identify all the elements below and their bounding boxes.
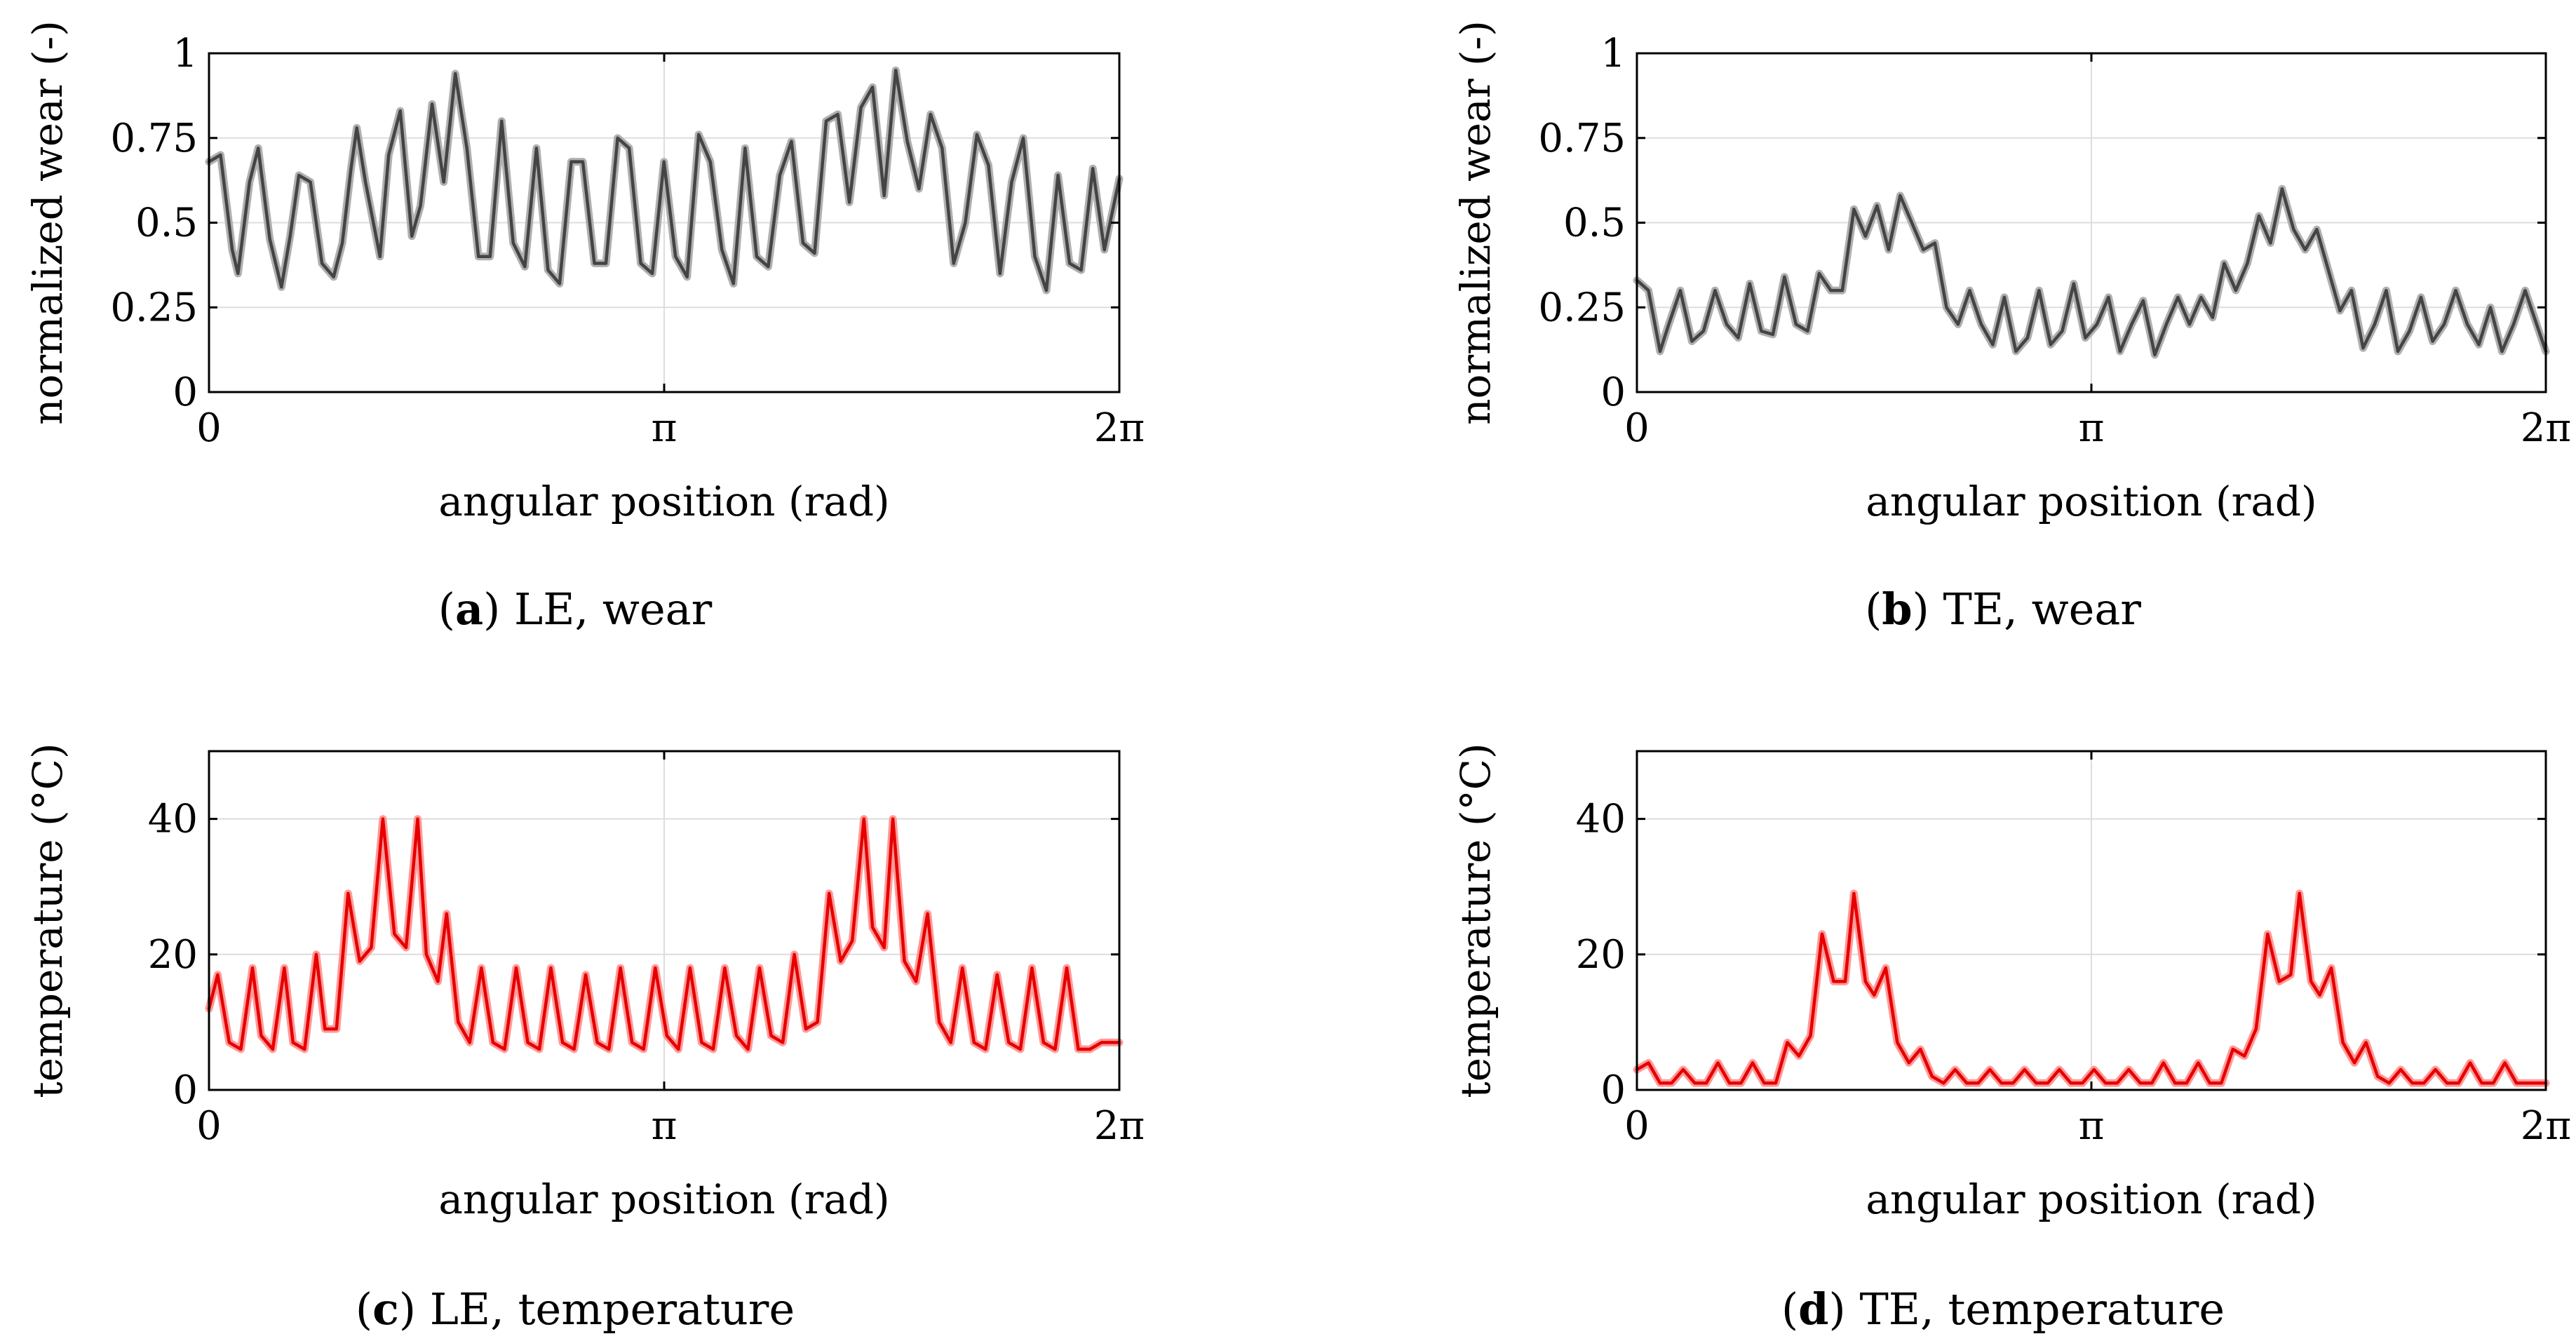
x-tick-label-c-0: 0 xyxy=(196,1103,222,1149)
y-tick-label-d-0: 0 xyxy=(1600,1067,1626,1113)
series-line-d-0 xyxy=(1635,891,2548,1085)
x-axis-label-c: angular position (rad) xyxy=(438,1175,889,1223)
y-tick-label-b-0: 0 xyxy=(1600,370,1626,415)
y-tick-label-c-1: 20 xyxy=(148,932,198,978)
x-tick-label-c-1: π xyxy=(652,1103,677,1149)
caption-a: (a) LE, wear xyxy=(438,584,713,635)
series-line-c-0 xyxy=(207,817,1121,1051)
y-tick-label-d-2: 40 xyxy=(1576,797,1626,842)
series-line-b-0 xyxy=(1635,187,2548,357)
x-tick-label-d-1: π xyxy=(2079,1103,2105,1149)
y-axis-label-a: normalized wear (-) xyxy=(24,20,72,425)
x-tick-label-a-2: 2π xyxy=(1094,405,1145,451)
chart-c: 0 20 40 0 π 2π angular position (rad) temperatu… xyxy=(24,743,1145,1223)
caption-d: (d) TE, temperature xyxy=(1781,1283,2225,1335)
chart-a: 0 0.25 0.5 0.75 1 0 π 2π angular position (rad) n… xyxy=(24,20,1145,525)
x-axis-label-d: angular position (rad) xyxy=(1866,1175,2317,1223)
y-axis-label-d: temperature (°C) xyxy=(1452,743,1499,1098)
y-tick-label-b-2: 0.5 xyxy=(1563,201,1626,246)
chart-b: 0 0.25 0.5 0.75 1 0 π 2π angular position (rad) n… xyxy=(1452,20,2571,525)
y-tick-label-b-3: 0.75 xyxy=(1538,116,1626,161)
x-tick-label-b-1: π xyxy=(2079,405,2105,451)
x-tick-label-a-0: 0 xyxy=(196,405,222,451)
y-axis-label-c: temperature (°C) xyxy=(24,743,72,1098)
x-tick-label-b-2: 2π xyxy=(2521,405,2571,451)
y-tick-label-a-1: 0.25 xyxy=(110,285,198,330)
y-tick-label-b-4: 1 xyxy=(1600,31,1626,76)
y-axis-label-b: normalized wear (-) xyxy=(1452,20,1499,425)
x-tick-label-a-1: π xyxy=(652,405,677,451)
y-tick-label-b-1: 0.25 xyxy=(1538,285,1626,330)
x-tick-label-c-2: 2π xyxy=(1094,1103,1145,1149)
x-tick-label-b-0: 0 xyxy=(1624,405,1650,451)
y-tick-label-a-4: 1 xyxy=(173,31,198,76)
series-line-a-0 xyxy=(207,68,1121,292)
y-tick-label-a-3: 0.75 xyxy=(110,116,198,161)
chart-d: 0 20 40 0 π 2π angular position (rad) temperatu… xyxy=(1452,743,2571,1223)
caption-c: (c) LE, temperature xyxy=(355,1283,795,1335)
x-tick-label-d-2: 2π xyxy=(2521,1103,2571,1149)
caption-b: (b) TE, wear xyxy=(1865,584,2141,635)
y-tick-label-c-0: 0 xyxy=(173,1067,198,1113)
y-tick-label-a-0: 0 xyxy=(173,370,198,415)
y-tick-label-d-1: 20 xyxy=(1576,932,1626,978)
y-tick-label-a-2: 0.5 xyxy=(135,201,198,246)
y-tick-label-c-2: 40 xyxy=(148,797,198,842)
x-tick-label-d-0: 0 xyxy=(1624,1103,1650,1149)
x-axis-label-b: angular position (rad) xyxy=(1866,478,2317,525)
x-axis-label-a: angular position (rad) xyxy=(438,478,889,525)
